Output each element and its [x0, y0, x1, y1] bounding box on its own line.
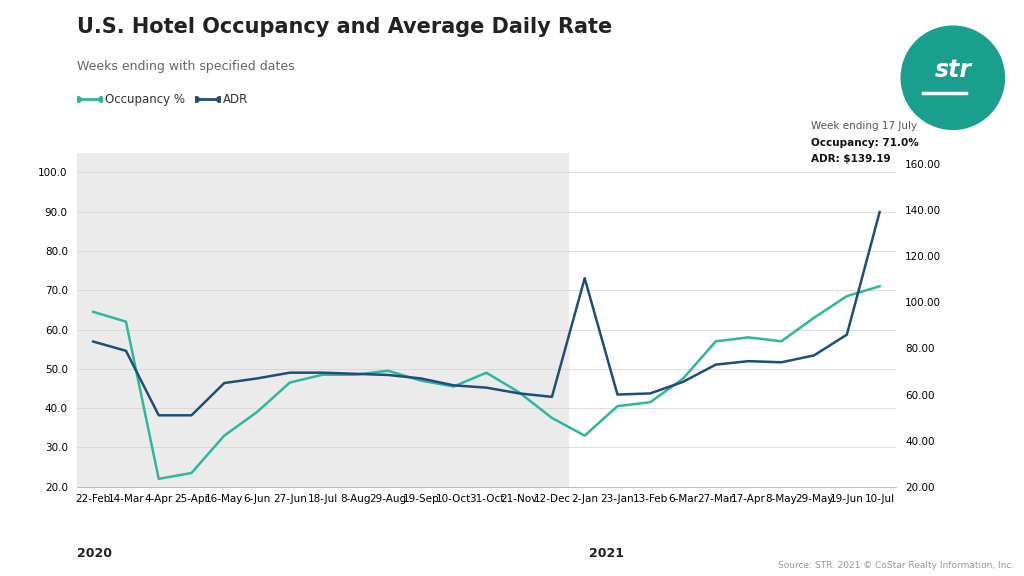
- Text: str: str: [934, 58, 972, 82]
- Text: Week ending 17 July: Week ending 17 July: [811, 121, 916, 131]
- Circle shape: [901, 26, 1005, 130]
- Bar: [77, 153, 568, 487]
- Text: ADR: $139.19: ADR: $139.19: [811, 154, 890, 164]
- Text: Occupancy: 71.0%: Occupancy: 71.0%: [811, 138, 919, 148]
- Text: ADR: ADR: [223, 93, 249, 105]
- Text: U.S. Hotel Occupancy and Average Daily Rate: U.S. Hotel Occupancy and Average Daily R…: [77, 17, 612, 37]
- Text: 2020: 2020: [77, 547, 112, 560]
- Text: Occupancy %: Occupancy %: [105, 93, 185, 105]
- Text: Source: STR. 2021 © CoStar Realty Information, Inc.: Source: STR. 2021 © CoStar Realty Inform…: [777, 561, 1014, 570]
- Text: 2021: 2021: [589, 547, 624, 560]
- Text: Weeks ending with specified dates: Weeks ending with specified dates: [77, 60, 295, 74]
